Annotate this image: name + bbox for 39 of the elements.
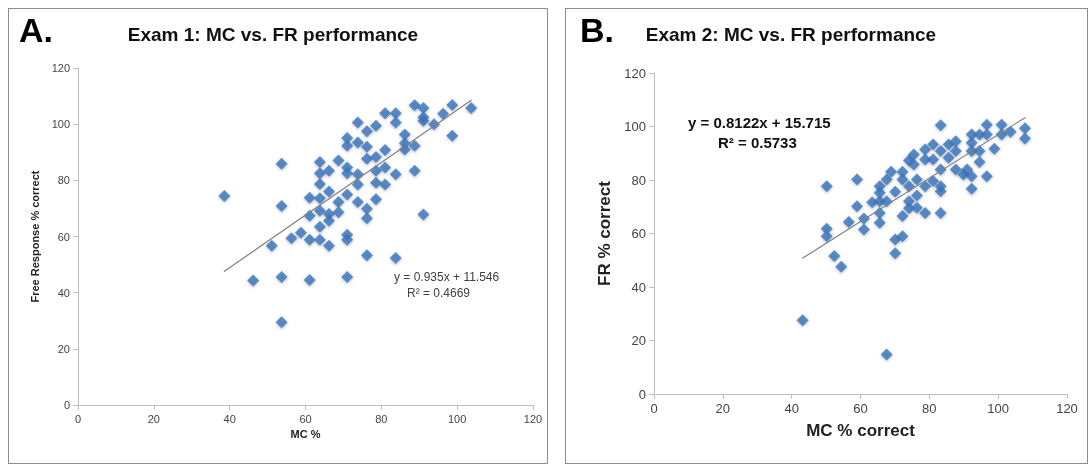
x-tick-label: 80: [922, 401, 937, 416]
y-tick-label: 40: [57, 286, 70, 299]
y-tick-label: 80: [631, 172, 646, 188]
y-tick-label: 120: [624, 65, 646, 81]
y-tick-label: 100: [624, 119, 646, 134]
annotation: R² = 0.5733: [718, 134, 797, 151]
x-axis-title: MC %: [290, 428, 321, 441]
x-tick-label: 100: [987, 401, 1010, 416]
y-tick-label: 80: [57, 174, 70, 187]
y-axis-title: Free Response % correct: [29, 170, 42, 303]
x-tick-label: 20: [715, 401, 731, 416]
text: B.: [580, 11, 614, 49]
y-tick-label: 60: [631, 226, 646, 241]
y-tick-label: 0: [638, 386, 646, 402]
y-tick-label: 120: [51, 62, 70, 74]
x-tick-label: 0: [650, 401, 658, 416]
annotation: y = 0.8122x + 15.715: [688, 114, 831, 131]
y-tick-label: 40: [631, 279, 646, 295]
x-tick-label: 40: [784, 401, 799, 416]
x-tick-label: 60: [853, 401, 868, 416]
x-tick-label: 100: [447, 412, 467, 425]
x-axis-title: MC % correct: [806, 421, 916, 440]
x-tick-label: 20: [147, 412, 160, 425]
x-tick-label: 0: [74, 412, 82, 425]
x-tick-label: 60: [299, 412, 312, 425]
x-tick-label: 120: [523, 412, 543, 425]
x-tick-label: 80: [375, 412, 388, 425]
x-tick-label: 120: [1056, 401, 1078, 416]
text: A.: [19, 11, 53, 49]
y-tick-label: 20: [57, 342, 70, 355]
y-tick-label: 60: [57, 230, 70, 243]
y-tick-label: 20: [631, 333, 646, 348]
y-axis-title: FR % correct: [595, 180, 615, 286]
annotation: y = 0.935x + 11.546: [394, 270, 500, 284]
chart-title: Exam 2: MC vs. FR performance: [645, 24, 937, 45]
x-tick-label: 40: [223, 412, 236, 425]
chart-title: Exam 1: MC vs. FR performance: [127, 24, 419, 45]
y-tick-label: 100: [51, 118, 70, 131]
annotation: R² = 0.4669: [407, 286, 471, 300]
